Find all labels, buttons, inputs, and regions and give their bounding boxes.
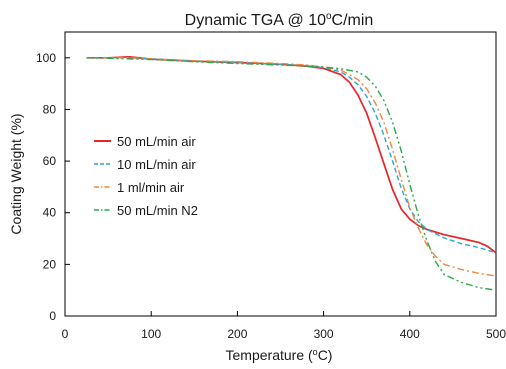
plot-area	[64, 31, 497, 317]
x-tick-label: 500	[486, 327, 506, 341]
legend-label: 10 mL/min air	[117, 157, 196, 172]
y-tick-label: 60	[43, 154, 57, 168]
x-tick-label: 200	[227, 327, 247, 341]
legend-label: 50 mL/min N2	[117, 203, 198, 218]
x-tick-label: 400	[400, 327, 420, 341]
series-line	[86, 57, 497, 277]
x-axis: 0 100 200 300 400 500	[62, 311, 506, 341]
y-tick-label: 40	[43, 206, 57, 220]
x-tick-label: 0	[62, 327, 69, 341]
series-group	[86, 55, 497, 291]
x-tick-label: 100	[141, 327, 161, 341]
chart-title: Dynamic TGA @ 10oC/min	[185, 11, 374, 29]
legend: 50 mL/min air 10 mL/min air 1 ml/min air 50…	[94, 134, 198, 218]
y-axis-title: Coating Weight (%)	[8, 113, 24, 234]
series-line	[86, 57, 497, 291]
y-tick-label: 0	[49, 309, 56, 323]
x-axis-title: Temperature (oC)	[226, 347, 333, 363]
y-tick-label: 20	[43, 257, 57, 271]
y-tick-label: 80	[43, 102, 57, 116]
x-tick-label: 300	[314, 327, 334, 341]
y-axis: 0 20 40 60 80 100	[36, 51, 70, 323]
legend-label: 1 ml/min air	[117, 180, 185, 195]
y-tick-label: 100	[36, 51, 56, 65]
legend-label: 50 mL/min air	[117, 134, 196, 149]
